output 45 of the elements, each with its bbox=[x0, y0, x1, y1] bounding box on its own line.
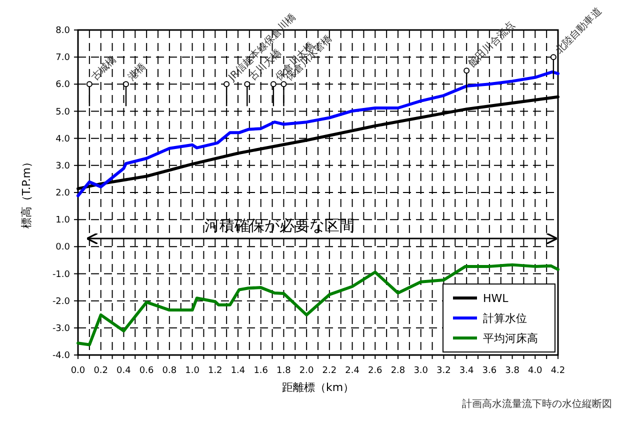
legend-label: 計算水位 bbox=[483, 312, 527, 325]
ylabel: 標高（T.P.m） bbox=[20, 156, 33, 229]
xtick: 0.2 bbox=[94, 366, 108, 376]
xtick: 2.2 bbox=[322, 366, 337, 376]
note: 港橋 bbox=[126, 61, 148, 84]
xtick: 0.6 bbox=[139, 366, 154, 376]
ytick: 7.0 bbox=[56, 53, 70, 64]
xtick: 1.4 bbox=[230, 366, 246, 376]
caption: 計画高水流量流下時の水位縦断図 bbox=[462, 399, 612, 410]
ytick: 4.0 bbox=[56, 134, 70, 144]
xtick: 1.0 bbox=[185, 366, 200, 376]
xtick: 3.6 bbox=[482, 366, 497, 376]
xtick: 3.8 bbox=[505, 366, 520, 376]
legend-label: HWL bbox=[483, 292, 510, 305]
xtick: 3.2 bbox=[436, 366, 451, 376]
ytick: 3.0 bbox=[56, 161, 70, 172]
ytick: -2.0 bbox=[52, 296, 70, 307]
note: 北陸自動車道 bbox=[554, 6, 604, 56]
xtick: 3.0 bbox=[414, 366, 428, 376]
xtick: 2.4 bbox=[345, 366, 360, 376]
xtick: 4.2 bbox=[550, 366, 566, 376]
ytick: -4.0 bbox=[52, 351, 70, 361]
xtick: 1.2 bbox=[208, 366, 222, 376]
note: 古城橋 bbox=[90, 54, 119, 84]
ytick: -3.0 bbox=[52, 324, 70, 334]
note: 飯田川合流点 bbox=[466, 20, 518, 70]
xtick: 0.4 bbox=[116, 366, 131, 376]
xlabel: 距離標（km） bbox=[282, 381, 354, 394]
xtick: 2.8 bbox=[390, 366, 406, 376]
xtick: 3.4 bbox=[459, 366, 474, 376]
xtick: 0.0 bbox=[70, 366, 86, 376]
xtick: 1.8 bbox=[276, 366, 291, 376]
xtick: 4.0 bbox=[528, 366, 542, 376]
ytick: 2.0 bbox=[56, 188, 70, 198]
xtick: 0.8 bbox=[162, 366, 177, 376]
ytick: 6.0 bbox=[56, 80, 70, 90]
xtick: 2.6 bbox=[368, 366, 382, 376]
ytick: -1.0 bbox=[52, 270, 70, 280]
ytick: 0.0 bbox=[56, 242, 70, 253]
ytick: 1.0 bbox=[56, 216, 70, 226]
ytick: 5.0 bbox=[56, 107, 70, 118]
xtick: 2.0 bbox=[299, 366, 314, 376]
legend-label: 平均河床高 bbox=[483, 332, 538, 345]
ytick: 8.0 bbox=[56, 26, 70, 36]
xtick: 1.6 bbox=[254, 366, 268, 376]
